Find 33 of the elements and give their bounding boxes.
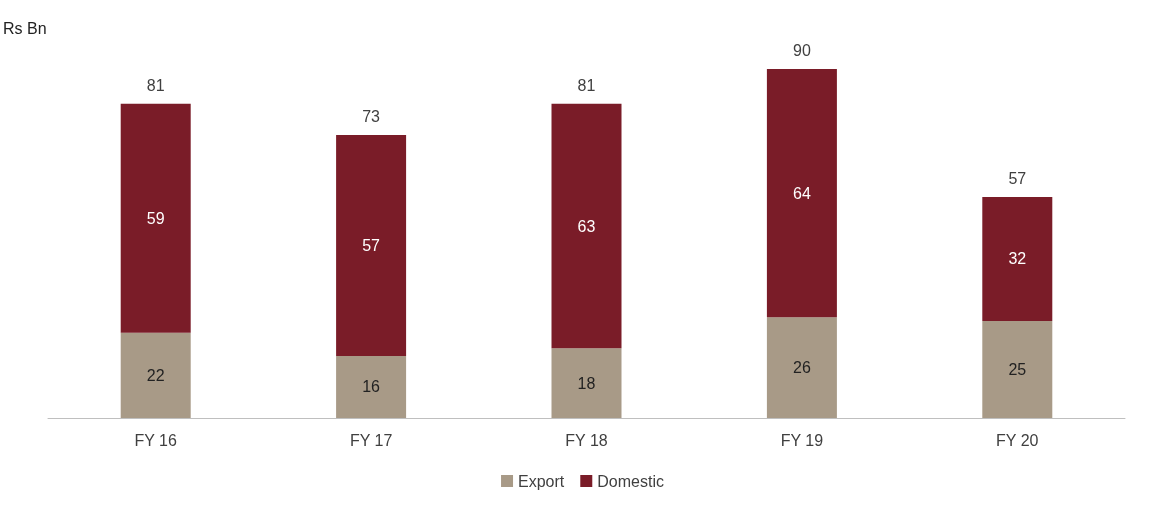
total-label: 90	[793, 42, 811, 60]
bar	[120, 103, 191, 333]
x-tick-label: FY 18	[565, 431, 608, 449]
bar	[982, 321, 1053, 418]
bar	[551, 348, 622, 418]
bar	[766, 317, 837, 418]
data-label: 59	[146, 209, 165, 227]
legend-label: Domestic	[597, 472, 664, 490]
total-label: 81	[577, 77, 596, 95]
bar	[766, 68, 837, 318]
data-label: 64	[793, 184, 811, 202]
bar	[982, 196, 1053, 322]
x-tick-label: FY 20	[996, 431, 1039, 449]
bar	[120, 332, 191, 418]
legend-label: Export	[518, 472, 565, 490]
bar	[336, 134, 407, 356]
y-axis-title: Rs Bn	[3, 19, 47, 37]
total-label: 57	[1008, 170, 1027, 188]
total-label: 73	[362, 108, 381, 126]
data-label: 63	[577, 217, 596, 235]
x-tick-label: FY 17	[349, 431, 393, 449]
data-label: 16	[362, 378, 381, 396]
bar	[336, 355, 407, 418]
data-label: 18	[577, 374, 596, 392]
x-tick-label: FY 19	[780, 431, 824, 449]
data-label: 25	[1008, 361, 1027, 379]
data-label: 57	[362, 236, 381, 254]
data-label: 26	[793, 359, 811, 377]
bar	[551, 103, 622, 349]
data-label: 22	[146, 366, 165, 384]
data-label: 32	[1008, 250, 1027, 268]
x-tick-label: FY 16	[134, 431, 177, 449]
total-label: 81	[146, 77, 165, 95]
